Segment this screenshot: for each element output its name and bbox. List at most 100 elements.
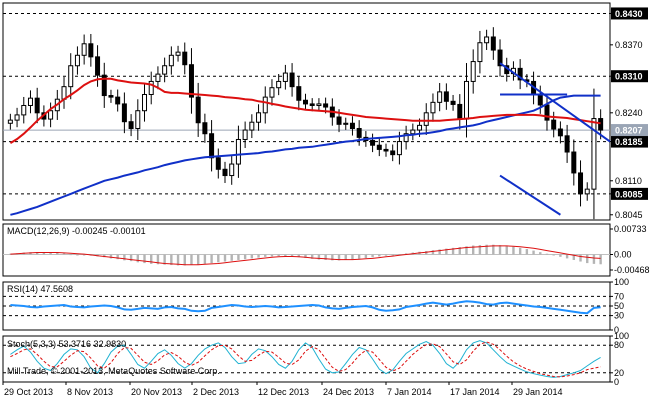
- macd-bar: [203, 254, 207, 264]
- candle-down: [537, 94, 543, 106]
- macd-bar: [170, 254, 173, 266]
- candle-down: [34, 97, 40, 114]
- candle-up: [48, 110, 54, 120]
- macd-bar: [150, 254, 153, 264]
- rsi-axis-label: 0: [614, 325, 619, 335]
- x-axis-label: 7 Jan 2014: [387, 387, 432, 397]
- candle-down: [457, 103, 463, 120]
- macd-bar: [391, 254, 394, 256]
- macd-bar: [471, 245, 475, 255]
- candle-up: [135, 110, 141, 129]
- trendline-1: [499, 174, 561, 216]
- candle-up: [27, 97, 33, 106]
- candle-down: [108, 95, 114, 98]
- price-panel: 0.8430 0.8370 0.8310 0.8240 0.8185 0.8110 0.80…: [2, 2, 648, 221]
- macd-bar: [69, 254, 72, 256]
- macd-bar: [243, 254, 247, 260]
- candle-up: [162, 65, 168, 75]
- macd-bar: [324, 254, 327, 260]
- macd-bar: [129, 254, 133, 262]
- macd-bar: [572, 254, 576, 260]
- candle-up: [463, 80, 469, 120]
- candle-up: [591, 118, 597, 190]
- macd-bar: [62, 253, 66, 255]
- candle-down: [88, 43, 94, 58]
- price-level-box: [611, 7, 648, 20]
- macd-bar: [357, 254, 361, 259]
- rsi-axis-label: 50: [614, 301, 624, 311]
- macd-frame: [2, 223, 611, 277]
- rsi-axis-label: 100: [614, 277, 629, 287]
- candle-down: [517, 67, 523, 81]
- macd-bar: [431, 250, 435, 255]
- candle-down: [309, 103, 315, 106]
- candle-down: [289, 72, 295, 88]
- current-price-box: [611, 124, 648, 137]
- price-level-box: [611, 187, 648, 200]
- macd-bar: [264, 254, 267, 257]
- candle-down: [202, 122, 208, 135]
- candle-up: [7, 119, 13, 124]
- macd-bar: [123, 254, 126, 261]
- macd-bar: [485, 244, 488, 255]
- candle-down: [128, 121, 134, 129]
- macd-bar: [552, 254, 555, 256]
- x-axis-label: 17 Jan 2014: [450, 387, 500, 397]
- candle-up: [470, 61, 476, 82]
- candle-up: [403, 133, 409, 143]
- macd-bar: [532, 250, 535, 255]
- candle-up: [249, 121, 255, 131]
- stoch-axis-label: 0: [614, 377, 619, 387]
- candle-up: [68, 65, 74, 88]
- macd-bar: [398, 254, 401, 256]
- macd-bar: [250, 254, 254, 259]
- candle-down: [376, 144, 382, 150]
- candle-up: [262, 96, 268, 114]
- macd-bar: [378, 254, 381, 257]
- x-axis-label: 20 Nov 2013: [131, 387, 182, 397]
- macd-bar: [492, 244, 495, 255]
- macd-bar: [545, 253, 549, 255]
- macd-bar: [384, 254, 388, 256]
- candle-down: [497, 49, 503, 67]
- candle-up: [430, 101, 436, 114]
- macd-bar: [565, 254, 569, 259]
- price-level-label: 0.8310: [615, 72, 643, 82]
- price-level-label: 0.8085: [615, 189, 643, 199]
- macd-bar: [579, 254, 582, 262]
- candle-down: [195, 96, 201, 124]
- macd-bar: [257, 254, 260, 258]
- watermark: Mill Trade, © 2001-2013, MetaQuotes Soft…: [7, 366, 220, 376]
- candle-down: [578, 172, 584, 195]
- candle-up: [14, 114, 20, 121]
- price-axis-label: 0.8370: [615, 40, 643, 50]
- macd-bar: [223, 254, 227, 262]
- macd-bar: [364, 254, 368, 259]
- candle-up: [175, 51, 181, 56]
- macd-bar: [371, 254, 374, 258]
- candle-up: [584, 188, 590, 195]
- rsi-line: [10, 300, 601, 315]
- macd-bar: [9, 253, 12, 255]
- macd-bar: [56, 252, 59, 255]
- candle-down: [115, 96, 121, 105]
- candle-up: [282, 72, 288, 82]
- macd-bar: [438, 249, 441, 255]
- macd-bar: [217, 254, 220, 263]
- macd-bar: [196, 254, 200, 265]
- rsi-axis-label: 30: [614, 311, 624, 321]
- candle-up: [343, 122, 349, 125]
- candle-down: [544, 104, 550, 121]
- sma-red-line: [9, 77, 601, 144]
- candle-up: [229, 163, 235, 177]
- macd-bar: [331, 254, 334, 261]
- macd-bar: [404, 253, 408, 255]
- x-axis-label: 29 Jan 2014: [513, 387, 563, 397]
- candle-up: [269, 87, 275, 98]
- price-level-box: [611, 70, 648, 83]
- macd-bar: [525, 249, 529, 255]
- macd-bar: [103, 254, 106, 258]
- macd-bar: [163, 254, 166, 265]
- macd-bar: [311, 254, 314, 259]
